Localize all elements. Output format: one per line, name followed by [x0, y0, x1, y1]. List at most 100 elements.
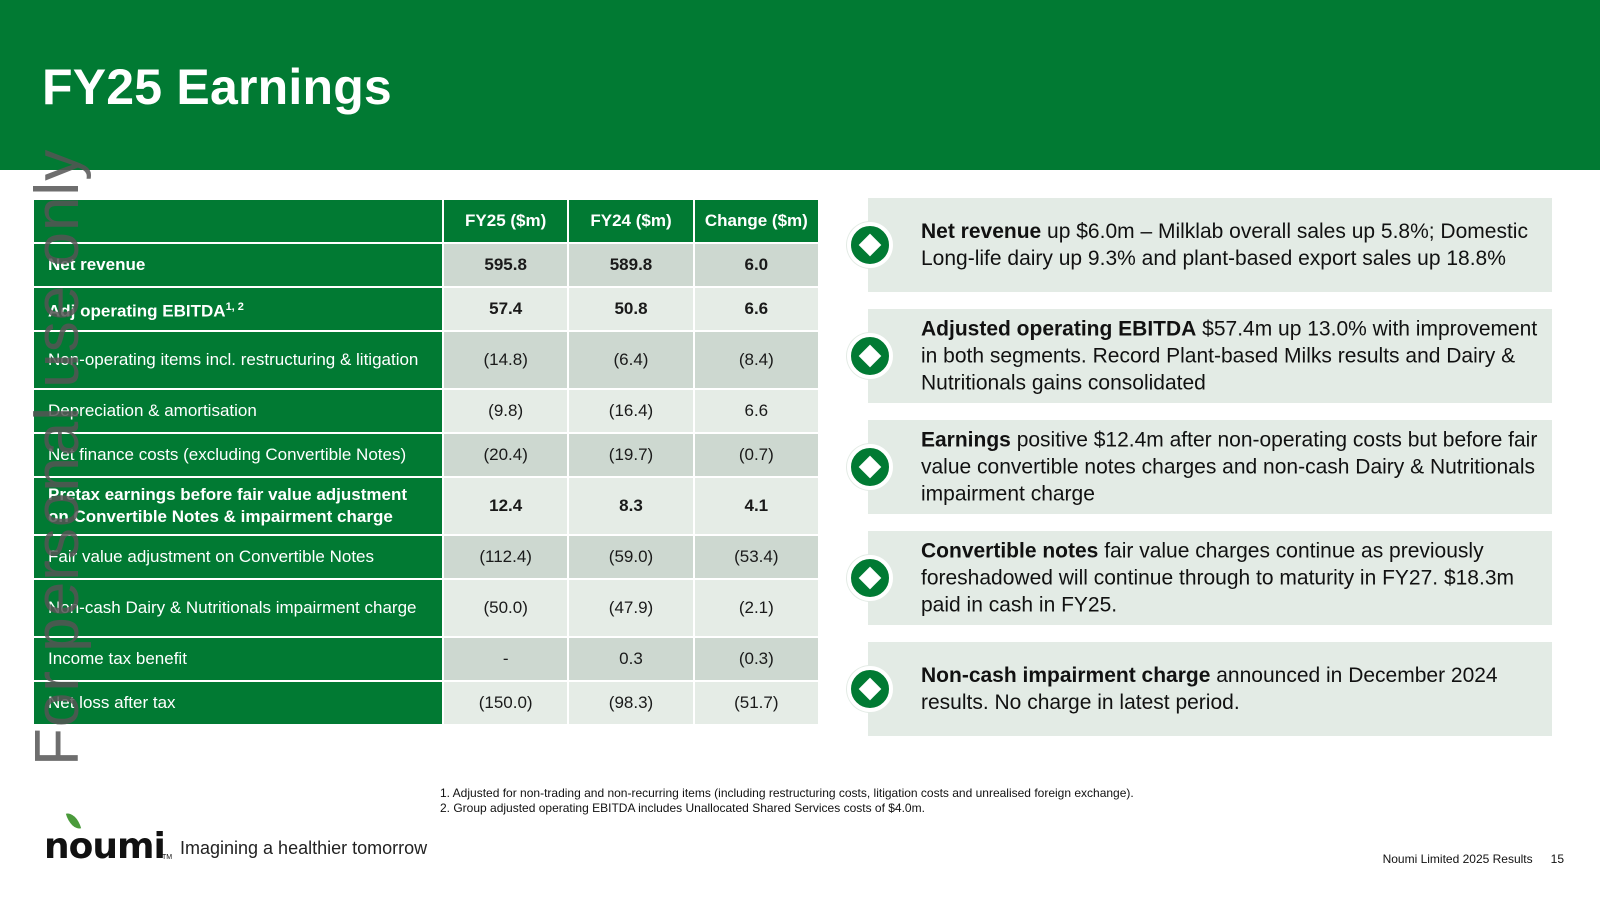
row-label: Net finance costs (excluding Convertible…: [32, 432, 444, 478]
row-label: Pretax earnings before fair value adjust…: [32, 476, 444, 536]
cell-fy24: 8.3: [567, 476, 695, 536]
highlight-body: up $6.0m – Milklab overall sales up 5.8%…: [921, 220, 1528, 270]
cell-fy24: (16.4): [567, 388, 695, 434]
cell-fy24: (19.7): [567, 432, 695, 478]
cell-fy24: 50.8: [567, 286, 695, 332]
table-row: Non-operating items incl. restructuring …: [32, 330, 821, 390]
card-background: [868, 309, 1552, 403]
footnote-ref: 1, 2: [225, 300, 244, 313]
row-label: Income tax benefit: [32, 636, 444, 682]
row-label: Depreciation & amortisation: [32, 388, 444, 434]
table-row: Income tax benefit - 0.3 (0.3): [32, 636, 821, 682]
footnotes: 1. Adjusted for non-trading and non-recu…: [440, 786, 1134, 816]
table-row: Net finance costs (excluding Convertible…: [32, 432, 821, 478]
cell-fy25: 57.4: [441, 286, 570, 332]
diamond-icon: [847, 666, 893, 712]
table-row: Adj operating EBITDA1, 2 57.4 50.8 6.6: [32, 286, 821, 332]
cell-fy25: (20.4): [441, 432, 570, 478]
card-background: [868, 531, 1552, 625]
cell-change: 4.1: [692, 476, 821, 536]
card-background: [868, 420, 1552, 514]
highlights-panel: Net revenue up $6.0m – Milklab overall s…: [847, 198, 1552, 753]
cell-fy25: (9.8): [441, 388, 570, 434]
card-background: [868, 198, 1552, 292]
highlight-card: Adjusted operating EBITDA $57.4m up 13.0…: [847, 309, 1552, 403]
highlight-card: Earnings positive $12.4m after non-opera…: [847, 420, 1552, 514]
highlight-heading: Non-cash impairment charge: [921, 664, 1211, 687]
cell-fy25: -: [441, 636, 570, 682]
highlight-text: Convertible notes fair value charges con…: [921, 538, 1538, 619]
logo-tagline: Imagining a healthier tomorrow: [180, 838, 428, 858]
footer: Noumi Limited 2025 Results 15: [1383, 852, 1564, 866]
highlight-text: Adjusted operating EBITDA $57.4m up 13.0…: [921, 316, 1538, 397]
header-blank: [32, 198, 444, 244]
cell-fy24: 0.3: [567, 636, 695, 682]
table-row: Net loss after tax (150.0) (98.3) (51.7): [32, 680, 821, 726]
row-label: Non-operating items incl. restructuring …: [32, 330, 444, 390]
highlight-text: Non-cash impairment charge announced in …: [921, 662, 1538, 716]
table-row: Non-cash Dairy & Nutritionals impairment…: [32, 578, 821, 638]
highlight-body: fair value charges continue as previousl…: [921, 539, 1514, 617]
cell-change: (51.7): [692, 680, 821, 726]
earnings-table: FY25 ($m) FY24 ($m) Change ($m) Net reve…: [32, 198, 821, 726]
card-background: [868, 642, 1552, 736]
cell-fy25: 12.4: [441, 476, 570, 536]
cell-fy25: (112.4): [441, 534, 570, 580]
highlight-heading: Net revenue: [921, 220, 1042, 243]
row-label: Fair value adjustment on Convertible Not…: [32, 534, 444, 580]
page-title: FY25 Earnings: [42, 59, 392, 115]
footer-company: Noumi Limited 2025 Results: [1382, 852, 1533, 866]
cell-change: 6.0: [692, 242, 821, 288]
header-fy25: FY25 ($m): [441, 198, 570, 244]
highlight-body: $57.4m up 13.0% with improvement in both…: [921, 317, 1538, 395]
cell-fy24: (59.0): [567, 534, 695, 580]
cell-fy25: (50.0): [441, 578, 570, 638]
highlight-heading: Adjusted operating EBITDA: [921, 317, 1197, 341]
cell-fy24: (6.4): [567, 330, 695, 390]
highlight-card: Net revenue up $6.0m – Milklab overall s…: [847, 198, 1552, 292]
diamond-icon: [847, 444, 893, 490]
cell-fy25: 595.8: [441, 242, 570, 288]
highlight-body: positive $12.4m after non-operating cost…: [921, 428, 1538, 506]
cell-change: 6.6: [692, 388, 821, 434]
table-row: Depreciation & amortisation (9.8) (16.4)…: [32, 388, 821, 434]
table-row: Net revenue 595.8 589.8 6.0: [32, 242, 821, 288]
cell-fy24: (98.3): [567, 680, 695, 726]
highlight-text: Earnings positive $12.4m after non-opera…: [921, 427, 1538, 508]
cell-fy25: (14.8): [441, 330, 570, 390]
highlight-text: Net revenue up $6.0m – Milklab overall s…: [921, 218, 1538, 272]
logo-trademark: TM: [162, 854, 173, 861]
highlight-heading: Convertible notes: [921, 539, 1099, 563]
logo-wordmark: noumi: [44, 826, 166, 867]
highlight-card: Non-cash impairment charge announced in …: [847, 642, 1552, 736]
cell-fy25: (150.0): [441, 680, 570, 726]
cell-change: (2.1): [692, 578, 821, 638]
footnote-1: 1. Adjusted for non-trading and non-recu…: [440, 786, 1134, 800]
highlight-body: announced in December 2024 results. No c…: [921, 664, 1498, 714]
row-label-text: Adj operating EBITDA: [48, 301, 226, 321]
table-row: Pretax earnings before fair value adjust…: [32, 476, 821, 536]
table-header-row: FY25 ($m) FY24 ($m) Change ($m): [32, 198, 821, 244]
row-label: Net revenue: [32, 242, 444, 288]
page-number: 15: [1550, 852, 1564, 866]
table-row: Fair value adjustment on Convertible Not…: [32, 534, 821, 580]
cell-change: (8.4): [692, 330, 821, 390]
cell-fy24: 589.8: [567, 242, 695, 288]
diamond-icon: [847, 555, 893, 601]
header-band: FY25 Earnings: [0, 0, 1600, 170]
noumi-logo: noumi TM Imagining a healthier tomorrow: [44, 810, 444, 872]
diamond-icon: [847, 333, 893, 379]
cell-change: 6.6: [692, 286, 821, 332]
row-label: Adj operating EBITDA1, 2: [32, 286, 444, 332]
row-label: Net loss after tax: [32, 680, 444, 726]
diamond-icon: [847, 222, 893, 268]
cell-change: (0.7): [692, 432, 821, 478]
header-change: Change ($m): [692, 198, 821, 244]
cell-fy24: (47.9): [567, 578, 695, 638]
header-fy24: FY24 ($m): [567, 198, 695, 244]
row-label: Non-cash Dairy & Nutritionals impairment…: [32, 578, 444, 638]
highlight-heading: Earnings: [921, 428, 1011, 452]
cell-change: (0.3): [692, 636, 821, 682]
cell-change: (53.4): [692, 534, 821, 580]
highlight-card: Convertible notes fair value charges con…: [847, 531, 1552, 625]
